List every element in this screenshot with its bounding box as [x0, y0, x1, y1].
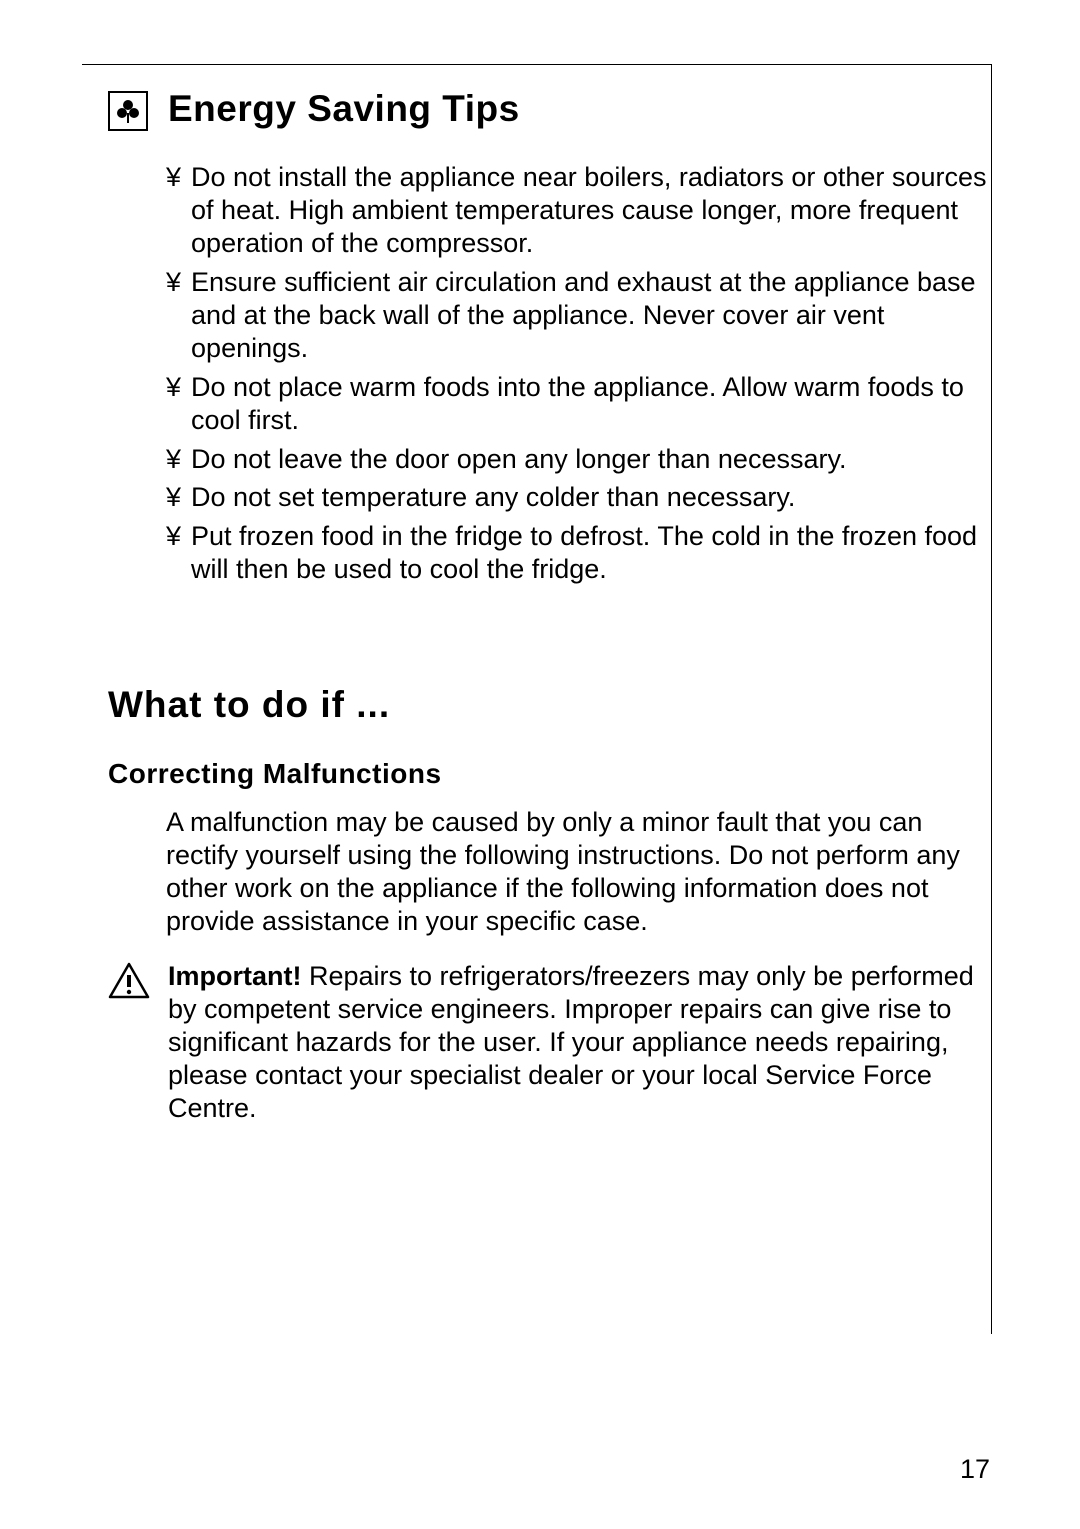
bullet: ¥ [166, 161, 181, 260]
bullet: ¥ [166, 520, 181, 586]
tips-list: ¥Do not install the appliance near boile… [166, 161, 994, 586]
tip-item: ¥Put frozen food in the fridge to defros… [166, 520, 994, 586]
tip-item: ¥Do not install the appliance near boile… [166, 161, 994, 260]
tip-item: ¥ Do not set temperature any colder than … [166, 481, 994, 514]
bullet: ¥ [166, 443, 181, 476]
tip-item: ¥ Do not leave the door open any longer t… [166, 443, 994, 476]
important-label: Important! [168, 961, 301, 991]
tip-item: ¥Ensure sufficient air circulation and e… [166, 266, 994, 365]
energy-tips-header: Energy Saving Tips [108, 88, 994, 131]
tip-text: Do not place warm foods into the applian… [191, 371, 994, 437]
page-content: Energy Saving Tips ¥Do not install the a… [108, 88, 994, 1125]
tip-text: Do not set temperature any colder than n… [191, 481, 795, 514]
correcting-subtitle: Correcting Malfunctions [108, 758, 994, 790]
tip-item: ¥Do not place warm foods into the applia… [166, 371, 994, 437]
tip-text: Do not install the appliance near boiler… [191, 161, 994, 260]
bullet: ¥ [166, 371, 181, 437]
warning-icon [108, 962, 150, 1000]
page-number: 17 [960, 1454, 990, 1485]
bullet: ¥ [166, 481, 181, 514]
malfunction-paragraph: A malfunction may be caused by only a mi… [166, 806, 994, 938]
bullet: ¥ [166, 266, 181, 365]
tip-text: Ensure sufficient air circulation and ex… [191, 266, 994, 365]
clover-icon [108, 91, 148, 131]
tip-text: Do not leave the door open any longer th… [191, 443, 846, 476]
what-to-do-title: What to do if ... [108, 684, 994, 726]
important-row: Important! Repairs to refrigerators/free… [108, 960, 994, 1125]
tip-text: Put frozen food in the fridge to defrost… [191, 520, 994, 586]
energy-tips-title: Energy Saving Tips [168, 88, 520, 130]
important-block: Important! Repairs to refrigerators/free… [168, 960, 994, 1125]
